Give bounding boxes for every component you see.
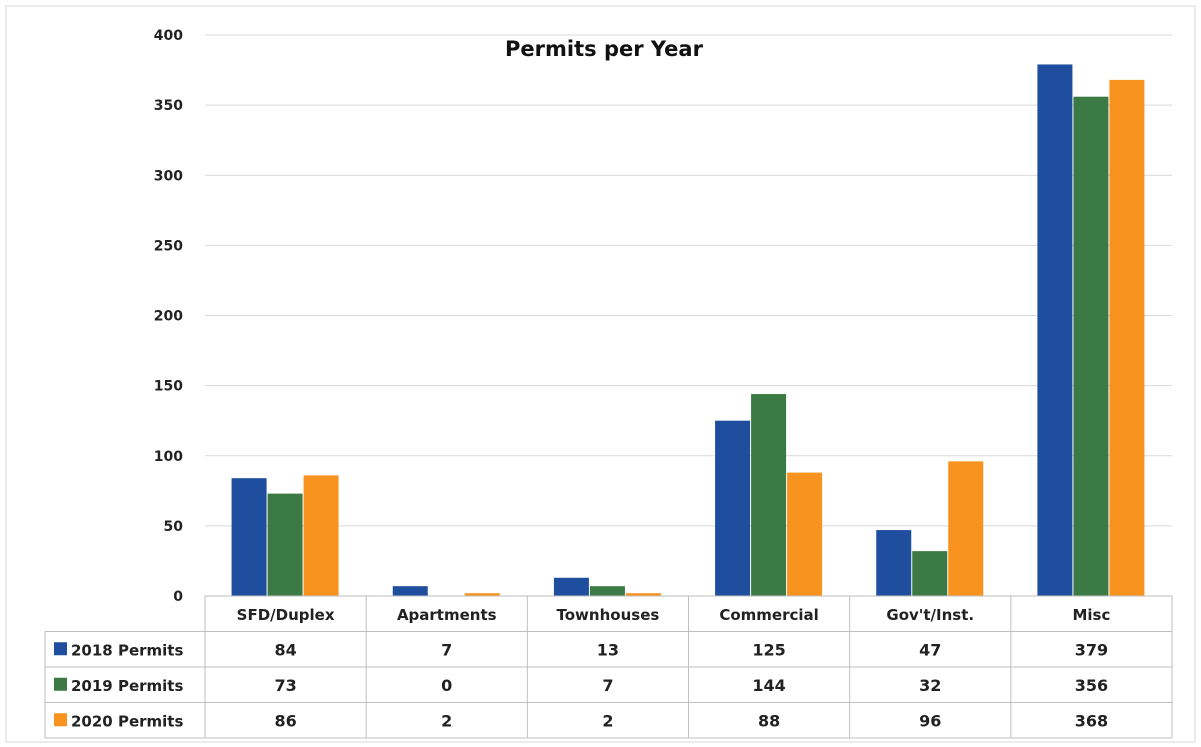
bar — [1109, 79, 1145, 596]
bar — [589, 586, 625, 596]
bar — [231, 478, 267, 596]
bar — [625, 593, 661, 596]
data-label: 7 — [441, 640, 452, 659]
x-tick-label: Commercial — [719, 606, 818, 624]
bar — [912, 551, 948, 596]
bar — [464, 593, 500, 596]
data-label: 2 — [441, 711, 452, 730]
data-label: 125 — [752, 640, 785, 659]
y-tick-label: 50 — [164, 519, 184, 535]
y-tick-label: 150 — [154, 379, 183, 395]
bar — [553, 577, 589, 596]
legend-label: 2019 Permits — [71, 677, 183, 695]
y-tick-label: 0 — [173, 589, 183, 605]
legend-swatch — [54, 713, 67, 727]
y-tick-label: 250 — [154, 238, 183, 254]
data-label: 47 — [919, 640, 941, 659]
bar — [715, 420, 751, 596]
bar — [876, 530, 912, 596]
y-axis-ticks: 0 50 100 150 200 250 300 350 400 — [154, 28, 183, 605]
data-label: 7 — [602, 676, 613, 695]
bars — [231, 64, 1145, 597]
data-label: 356 — [1075, 676, 1108, 695]
bar — [267, 493, 303, 596]
chart-title: Permits per Year — [505, 37, 704, 61]
data-label: 32 — [919, 676, 941, 695]
data-label: 13 — [597, 640, 619, 659]
data-label: 96 — [919, 711, 941, 730]
data-label: 2 — [602, 711, 613, 730]
y-tick-label: 400 — [154, 28, 183, 44]
y-tick-label: 300 — [154, 168, 183, 184]
bar — [1037, 64, 1073, 596]
data-label: 379 — [1075, 640, 1108, 659]
legend-swatch — [54, 642, 67, 656]
bar — [787, 472, 823, 596]
x-tick-label: Townhouses — [557, 606, 660, 624]
legend-label: 2018 Permits — [71, 641, 183, 659]
chart-frame — [5, 5, 1196, 743]
bar — [392, 586, 428, 596]
bar — [751, 394, 787, 596]
bar — [948, 461, 984, 596]
data-label: 88 — [758, 711, 780, 730]
x-tick-label: Gov't/Inst. — [886, 606, 974, 624]
data-label: 0 — [441, 676, 452, 695]
bar — [303, 475, 339, 596]
legend-swatch — [54, 677, 67, 691]
bar — [1073, 96, 1109, 597]
data-label: 368 — [1075, 711, 1108, 730]
x-tick-label: SFD/Duplex — [237, 606, 335, 624]
x-tick-label: Apartments — [397, 606, 497, 624]
data-table: SFD/Duplex Apartments Townhouses Commercial… — [44, 595, 1173, 739]
y-tick-label: 200 — [154, 309, 183, 325]
data-label: 73 — [274, 676, 296, 695]
y-tick-label: 100 — [154, 449, 183, 465]
y-tick-label: 350 — [154, 98, 183, 114]
data-label: 144 — [752, 676, 785, 695]
x-tick-label: Misc — [1072, 606, 1110, 624]
data-label: 84 — [274, 640, 296, 659]
data-label: 86 — [274, 711, 296, 730]
legend-label: 2020 Permits — [71, 712, 183, 730]
